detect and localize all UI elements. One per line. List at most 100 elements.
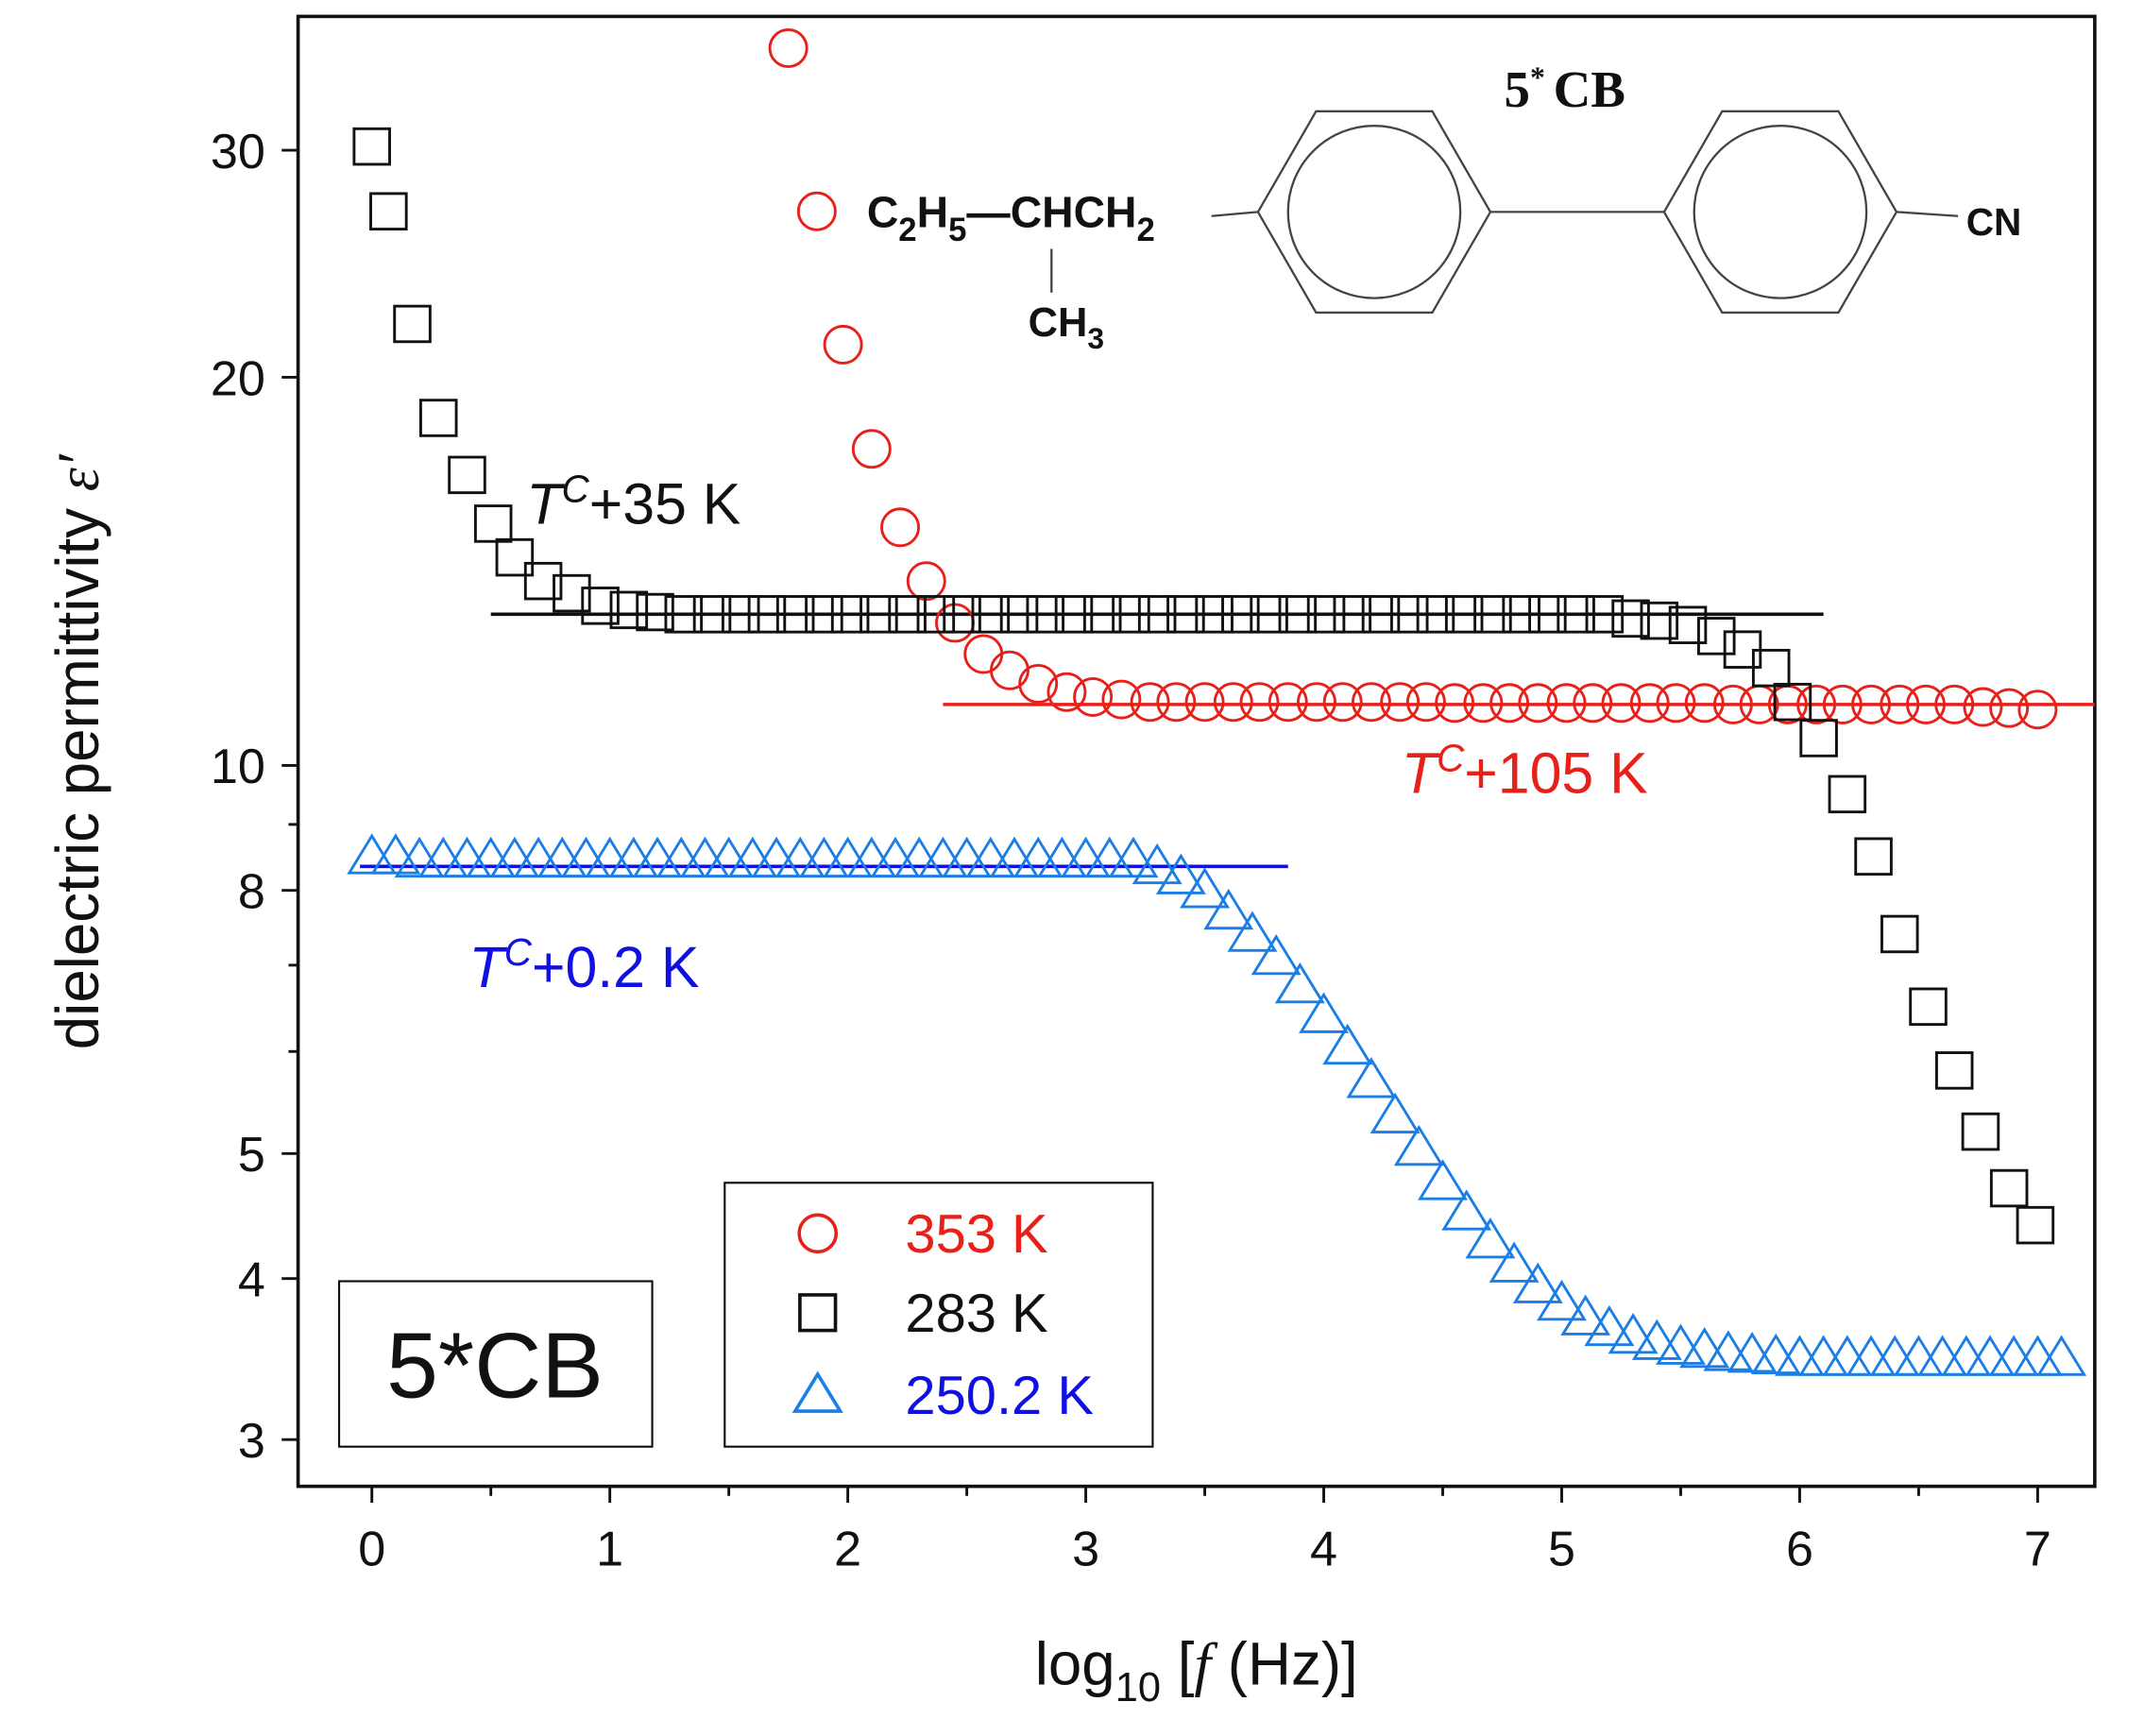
x-tick-label: 5 xyxy=(1548,1523,1575,1577)
data-point xyxy=(1822,684,1863,724)
data-point xyxy=(1361,595,1401,634)
data-point xyxy=(1463,683,1504,723)
data-point xyxy=(1750,1333,1801,1375)
data-point xyxy=(1132,842,1183,885)
data-point xyxy=(1611,599,1650,638)
y-label-part: ε′ xyxy=(44,453,111,491)
data-point xyxy=(417,836,468,878)
ring xyxy=(1662,110,1898,315)
x-tick-label: 2 xyxy=(834,1523,861,1577)
data-point xyxy=(1370,1092,1421,1134)
data-point xyxy=(870,836,921,878)
data-point xyxy=(553,573,591,613)
data-point xyxy=(1679,1326,1730,1369)
data-point xyxy=(1416,595,1455,634)
data-point xyxy=(1156,682,1197,723)
data-point xyxy=(1166,595,1205,634)
data-point xyxy=(775,595,815,634)
data-point xyxy=(1036,836,1087,878)
data-point xyxy=(1203,888,1254,930)
data-point xyxy=(1703,1330,1754,1371)
data-point xyxy=(1250,595,1288,634)
data-point xyxy=(523,561,563,601)
annotation-part: +0.2 K xyxy=(532,935,699,999)
data-point xyxy=(1601,683,1642,723)
data-point xyxy=(2016,1205,2055,1245)
data-point xyxy=(1828,774,1867,814)
data-point xyxy=(1668,605,1708,645)
data-point xyxy=(1195,595,1234,634)
data-point xyxy=(1854,837,1893,877)
inset-title-part: CB xyxy=(1554,60,1625,118)
data-point xyxy=(473,504,513,543)
formula-part: 3 xyxy=(1087,321,1104,355)
data-point xyxy=(1608,1312,1659,1354)
data-point xyxy=(1512,1262,1563,1303)
data-point xyxy=(1351,682,1391,723)
data-point xyxy=(1084,836,1135,878)
annotation-part: C xyxy=(1437,737,1465,780)
annotation-part: C xyxy=(504,930,533,974)
data-point xyxy=(1054,595,1094,634)
data-point xyxy=(1489,683,1530,723)
y-tick-label: 4 xyxy=(238,1252,265,1307)
data-point xyxy=(1473,595,1512,634)
data-point xyxy=(1155,853,1206,894)
data-point xyxy=(1528,595,1567,634)
data-point xyxy=(370,833,421,875)
legend-marker xyxy=(798,1293,838,1333)
data-point xyxy=(1213,682,1253,723)
data-point xyxy=(747,595,787,634)
data-point xyxy=(1239,682,1280,723)
bond xyxy=(1211,211,1258,217)
data-point xyxy=(1227,911,1278,952)
legend-marker xyxy=(791,1370,843,1413)
data-point xyxy=(1560,1294,1611,1336)
box-label: 5*CB xyxy=(386,1314,604,1418)
data-point xyxy=(466,836,517,878)
data-point xyxy=(1268,682,1308,723)
data-point xyxy=(1893,1335,1944,1376)
data-point xyxy=(1656,1323,1706,1365)
data-point xyxy=(1631,1319,1682,1360)
annotation-part: T xyxy=(526,471,565,536)
data-point xyxy=(1798,1335,1849,1376)
data-point xyxy=(489,836,540,878)
data-point xyxy=(1441,1189,1492,1231)
data-point xyxy=(1444,595,1484,634)
data-point xyxy=(888,595,927,634)
data-point xyxy=(1137,595,1177,634)
formula-part: 2 xyxy=(1137,213,1155,248)
data-point xyxy=(1502,595,1540,634)
legend-marker xyxy=(797,1213,839,1254)
data-point xyxy=(1322,682,1363,723)
series xyxy=(347,833,2087,1376)
data-point xyxy=(608,836,659,878)
data-point xyxy=(1822,1335,1873,1376)
data-point xyxy=(943,595,981,634)
annotation-part: +105 K xyxy=(1464,741,1647,806)
data-point xyxy=(893,836,944,878)
data-point xyxy=(1465,1217,1516,1259)
annotation: TC+0.2 K xyxy=(469,930,700,999)
ring-circle xyxy=(1693,125,1868,299)
data-point xyxy=(393,304,432,344)
data-point xyxy=(805,595,843,634)
data-point xyxy=(664,595,704,634)
x-tick-label: 1 xyxy=(596,1523,623,1577)
data-point xyxy=(1296,682,1336,723)
data-point xyxy=(965,836,1016,878)
y-tick-label: 8 xyxy=(238,865,265,920)
data-point xyxy=(418,399,458,437)
data-point xyxy=(721,595,760,634)
data-point xyxy=(561,836,611,878)
data-point xyxy=(513,836,564,878)
data-point xyxy=(1905,684,1946,724)
data-point xyxy=(1869,1335,1920,1376)
legend-label: 283 K xyxy=(905,1284,1047,1344)
ring xyxy=(1256,110,1492,315)
data-point xyxy=(448,455,486,495)
data-point xyxy=(851,429,892,469)
data-point xyxy=(1380,682,1421,723)
